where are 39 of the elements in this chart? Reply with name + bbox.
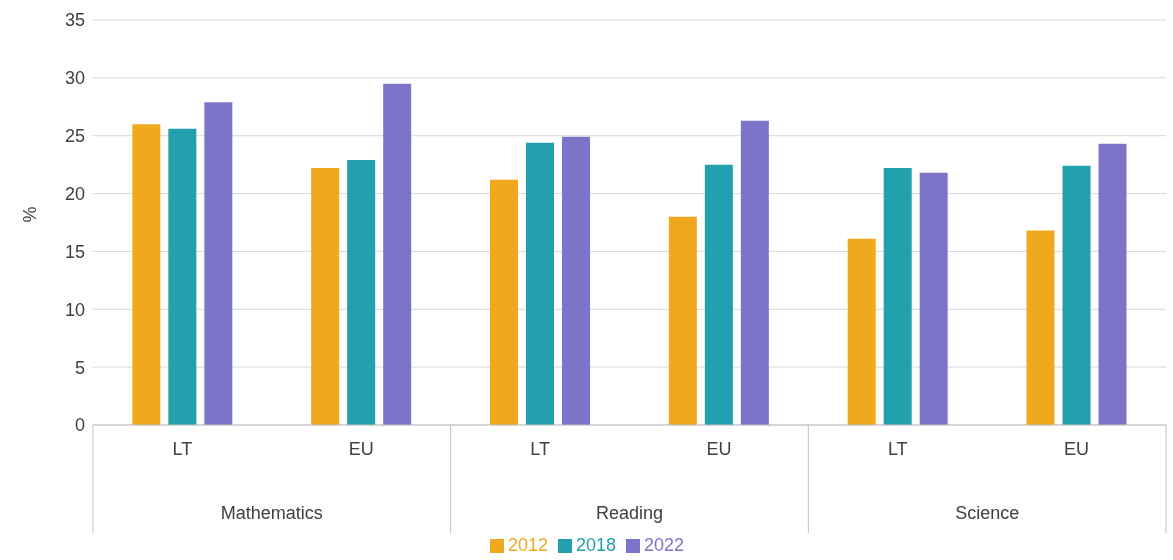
y-tick-label: 35	[64, 10, 85, 31]
y-tick-label: 5	[74, 357, 85, 378]
bar	[347, 160, 376, 425]
bar	[311, 168, 340, 425]
x-tick-label: EU	[348, 439, 374, 459]
text: Reading	[595, 503, 664, 523]
text: Science	[955, 503, 1020, 523]
text: Mathematics	[220, 503, 323, 523]
y-tick-label: 30	[64, 68, 85, 89]
bar	[883, 168, 912, 425]
y-tick-label: 0	[74, 415, 85, 436]
x-tick-label: EU	[1064, 439, 1090, 459]
bar	[383, 83, 412, 425]
x-tick-label: EU	[706, 439, 732, 459]
bar	[526, 142, 555, 425]
x-tick-label: LT	[530, 439, 550, 459]
bar	[1062, 165, 1091, 425]
bar	[704, 164, 733, 425]
bar	[132, 124, 161, 425]
bar	[562, 136, 591, 425]
x-tick-label: LT	[887, 439, 908, 459]
bar	[204, 102, 233, 425]
bar	[490, 179, 519, 425]
bar	[740, 120, 769, 425]
bar	[1098, 143, 1127, 425]
bar	[668, 216, 697, 425]
legend-label: 2018	[575, 535, 617, 555]
bar	[1026, 230, 1055, 425]
legend-label: 2012	[507, 535, 548, 555]
x-tick-label: LT	[172, 439, 193, 459]
bar	[847, 238, 876, 425]
y-tick-label: 10	[64, 299, 85, 320]
y-axis-title: %	[20, 206, 41, 223]
bar	[919, 172, 948, 425]
y-tick-label: 15	[64, 241, 85, 262]
bar	[168, 128, 197, 425]
y-tick-label: 25	[64, 126, 85, 147]
legend-label: 2022	[644, 535, 685, 555]
y-tick-label: 20	[64, 183, 85, 204]
